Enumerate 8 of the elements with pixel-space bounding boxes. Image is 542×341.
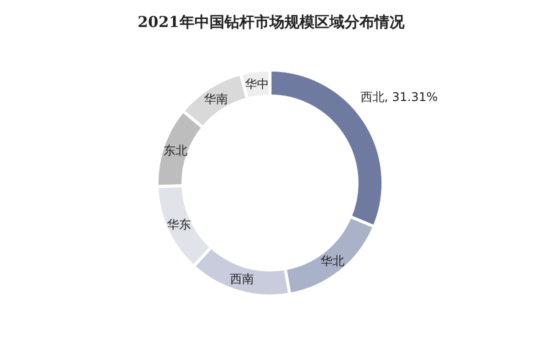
slice-label: 华中 [244,76,269,91]
slice-label: 东北 [163,144,188,158]
slice-label: 西北, 31.31% [360,90,438,104]
slice-label: 华东 [167,218,192,232]
chart-title: 2021年中国钻杆市场规模区域分布情况 [138,13,406,31]
slice-label: 华北 [320,254,344,268]
slice-label: 西南 [230,272,254,286]
slice-label: 华南 [204,92,228,106]
